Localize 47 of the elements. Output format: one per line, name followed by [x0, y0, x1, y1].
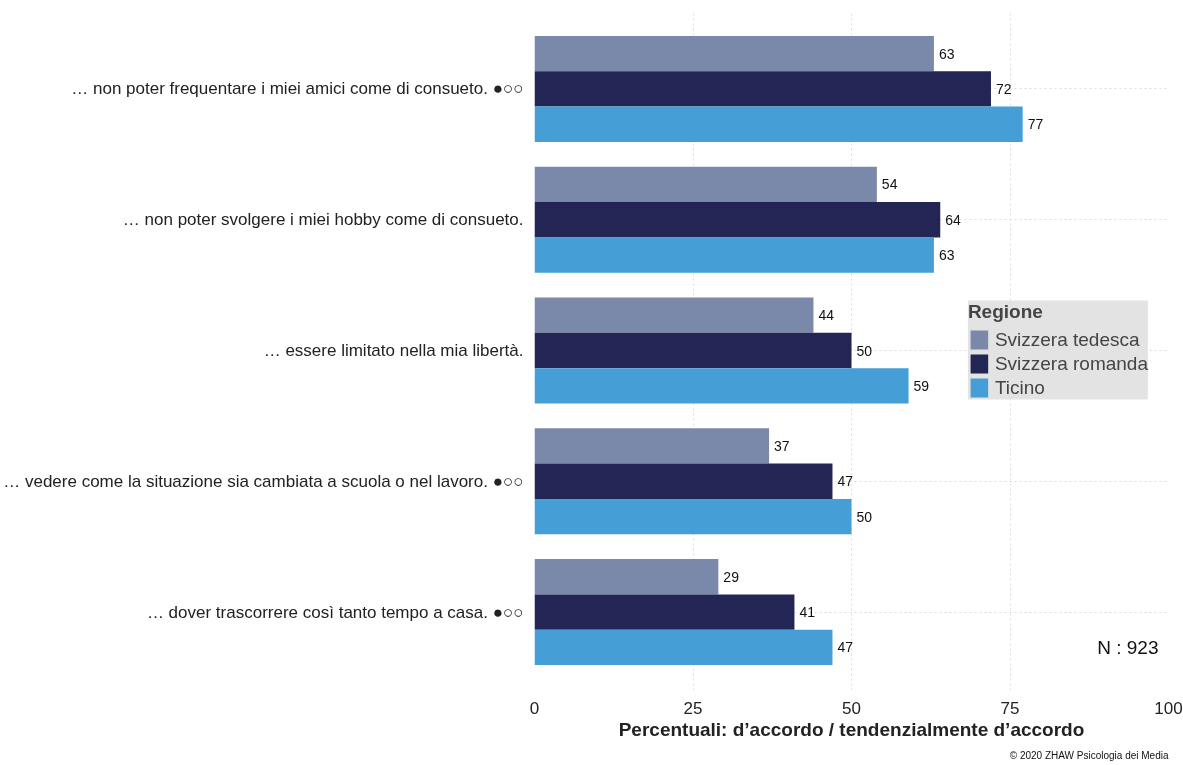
y-tick-label: … non poter frequentare i miei amici come di consueto. ●○○ — [71, 79, 524, 99]
bar — [534, 297, 814, 333]
data-label: 77 — [1027, 116, 1044, 133]
legend-label: Svizzera tedesca — [994, 327, 1140, 352]
y-tick-label: … vedere come la situazione sia cambiata a scuola o nel lavoro. ●○○ — [3, 471, 524, 491]
text: © 2020 ZHAW Psicologia dei Media — [1009, 749, 1169, 761]
legend-label: Svizzera romanda — [994, 351, 1148, 376]
data-label: 50 — [856, 342, 873, 359]
bar — [534, 202, 941, 238]
x-tick-label: 50 — [842, 698, 861, 718]
bar — [534, 368, 909, 404]
bar — [534, 559, 719, 595]
x-axis-title: Percentuali: d’accordo / tendenzialmente d’accordo — [618, 718, 1085, 740]
x-tick-label: 25 — [683, 698, 703, 718]
bar — [534, 428, 770, 464]
data-label: 47 — [837, 639, 854, 656]
data-label: 29 — [723, 568, 740, 585]
x-tick-label: 100 — [1154, 698, 1183, 718]
y-tick-label: … essere limitato nella mia libertà. — [263, 341, 524, 360]
data-label: 44 — [818, 307, 835, 324]
data-label: 59 — [913, 377, 930, 394]
data-label: 47 — [837, 473, 854, 490]
bar — [534, 629, 833, 665]
legend-title: Regione — [967, 300, 1044, 323]
legend-label: Ticino — [994, 375, 1045, 400]
bar — [534, 594, 795, 630]
data-label: 50 — [856, 508, 873, 525]
y-tick-label: … non poter svolgere i miei hobby come di consueto. — [122, 210, 524, 230]
bar — [534, 237, 934, 273]
x-tick-label: 75 — [1000, 698, 1020, 718]
data-label: 72 — [995, 80, 1012, 97]
data-label: 63 — [938, 45, 955, 62]
bar — [534, 166, 877, 203]
bar — [534, 71, 991, 107]
bar — [534, 498, 852, 535]
y-tick-label: … dover trascorrere così tanto tempo a casa. ●○○ — [146, 602, 524, 622]
data-label: 41 — [799, 604, 816, 621]
data-label: 64 — [945, 211, 962, 228]
data-label: 54 — [881, 176, 898, 193]
bar — [534, 36, 934, 72]
annotation: N : 923 — [1097, 636, 1159, 658]
data-label: 63 — [938, 247, 955, 264]
bar — [534, 106, 1023, 142]
bar — [534, 332, 852, 369]
bar — [534, 463, 833, 499]
x-tick-label: 0 — [529, 698, 540, 718]
data-label: 37 — [774, 437, 790, 454]
